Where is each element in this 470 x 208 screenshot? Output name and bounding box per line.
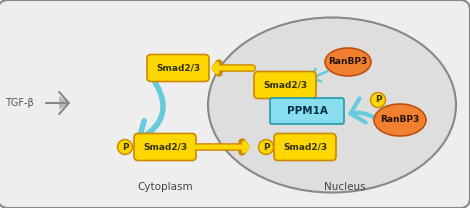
Text: P: P xyxy=(122,142,128,151)
Ellipse shape xyxy=(325,48,371,76)
FancyBboxPatch shape xyxy=(254,72,316,99)
FancyArrowPatch shape xyxy=(46,96,70,110)
Text: Smad2/3: Smad2/3 xyxy=(283,142,327,151)
FancyArrowPatch shape xyxy=(312,69,328,82)
Text: Nucleus: Nucleus xyxy=(324,182,366,192)
FancyArrowPatch shape xyxy=(46,92,69,114)
Text: Smad2/3: Smad2/3 xyxy=(263,80,307,89)
Text: PPM1A: PPM1A xyxy=(287,106,328,116)
Ellipse shape xyxy=(208,17,456,192)
Text: RanBP3: RanBP3 xyxy=(329,57,368,67)
FancyArrowPatch shape xyxy=(292,96,301,108)
Ellipse shape xyxy=(118,140,133,155)
Text: TGF-β: TGF-β xyxy=(5,98,34,108)
Text: RanBP3: RanBP3 xyxy=(380,115,420,125)
Text: Cytoplasm: Cytoplasm xyxy=(137,182,193,192)
Text: P: P xyxy=(263,142,269,151)
Ellipse shape xyxy=(374,104,426,136)
FancyArrowPatch shape xyxy=(351,98,376,123)
FancyArrowPatch shape xyxy=(139,74,163,145)
Text: Smad2/3: Smad2/3 xyxy=(156,63,200,73)
Ellipse shape xyxy=(258,140,274,155)
Text: Smad2/3: Smad2/3 xyxy=(143,142,187,151)
FancyBboxPatch shape xyxy=(270,98,344,124)
FancyBboxPatch shape xyxy=(147,54,209,82)
Ellipse shape xyxy=(370,93,385,108)
FancyBboxPatch shape xyxy=(274,134,336,161)
Text: P: P xyxy=(375,95,381,104)
FancyBboxPatch shape xyxy=(134,134,196,161)
